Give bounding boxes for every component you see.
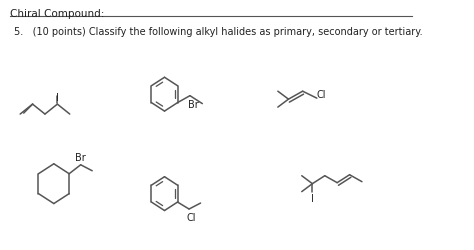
Text: Cl: Cl (186, 212, 196, 222)
Text: I: I (310, 193, 313, 203)
Text: 5.   (10 points) Classify the following alkyl halides as primary, secondary or t: 5. (10 points) Classify the following al… (14, 26, 423, 36)
Text: I: I (55, 93, 58, 103)
Text: Br: Br (188, 99, 199, 109)
Text: Cl: Cl (317, 90, 326, 100)
Text: Chiral Compound:: Chiral Compound: (9, 8, 104, 18)
Text: Br: Br (75, 152, 86, 162)
